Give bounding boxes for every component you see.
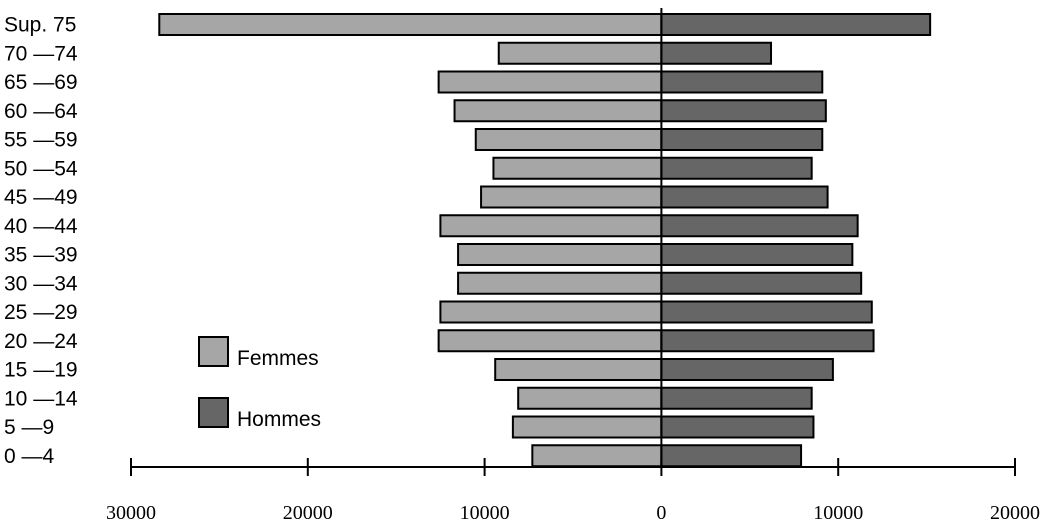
- bar-femmes: [439, 214, 663, 238]
- category-label: 55 —59: [4, 129, 78, 152]
- bar-femmes: [517, 386, 663, 410]
- bars-group: [158, 13, 932, 468]
- category-label: 50 —54: [4, 157, 78, 180]
- bar-femmes: [437, 329, 663, 353]
- category-label: 15 —19: [4, 359, 78, 382]
- category-label: 45 —49: [4, 186, 78, 209]
- bar-femmes: [531, 444, 663, 468]
- bar-femmes: [437, 70, 663, 94]
- x-tick-label: 10000: [460, 502, 510, 524]
- category-label: 25 —29: [4, 301, 78, 324]
- bar-hommes: [660, 156, 813, 180]
- category-label: 10 —14: [4, 387, 78, 410]
- bar-femmes: [439, 300, 663, 324]
- category-label: 60 —64: [4, 100, 78, 123]
- legend-swatch-femmes: [198, 336, 229, 367]
- bar-femmes: [453, 99, 663, 123]
- bar-hommes: [660, 185, 829, 209]
- bar-hommes: [660, 358, 834, 381]
- legend: Femmes Hommes: [198, 336, 321, 431]
- category-label: 35 —39: [4, 244, 78, 267]
- x-tick-label: 20000: [283, 502, 333, 524]
- bar-femmes: [457, 271, 663, 295]
- category-label: 40 —44: [4, 215, 78, 238]
- bar-hommes: [660, 243, 854, 266]
- category-label: 20 —24: [4, 330, 78, 353]
- category-label: 70 —74: [4, 42, 78, 65]
- x-tick-label: 30000: [106, 502, 156, 524]
- bar-hommes: [660, 41, 773, 65]
- bar-hommes: [660, 271, 863, 295]
- bar-hommes: [660, 70, 824, 94]
- bar-femmes: [457, 243, 663, 266]
- legend-label-femmes: Femmes: [237, 347, 319, 370]
- bar-hommes: [660, 13, 932, 36]
- category-labels: Sup. 75 70 —74 65 —69 60 —64 55 —59 50 —54 45 …: [4, 14, 78, 468]
- bar-femmes: [480, 185, 663, 209]
- category-label: 5 —9: [4, 416, 54, 439]
- bar-femmes: [494, 358, 663, 381]
- bar-femmes: [474, 128, 663, 151]
- x-tick-label: 10000: [813, 502, 863, 524]
- category-label: 30 —34: [4, 272, 78, 295]
- bar-femmes: [511, 415, 663, 439]
- bar-hommes: [660, 329, 875, 353]
- bar-hommes: [660, 444, 803, 468]
- bar-hommes: [660, 99, 827, 123]
- category-label: 0 —4: [4, 445, 55, 468]
- legend-swatch-hommes: [198, 397, 229, 428]
- bar-femmes: [492, 156, 663, 180]
- bar-hommes: [660, 214, 859, 238]
- category-label: Sup. 75: [4, 14, 76, 37]
- x-axis: 30000 20000 10000 0 10000 20000: [106, 458, 1040, 524]
- bar-femmes: [497, 41, 663, 65]
- bar-femmes: [158, 13, 663, 36]
- category-label: 65 —69: [4, 71, 78, 94]
- legend-label-hommes: Hommes: [237, 408, 321, 431]
- bar-hommes: [660, 128, 824, 151]
- bar-hommes: [660, 415, 815, 439]
- bar-hommes: [660, 300, 873, 324]
- x-tick-label: 20000: [990, 502, 1040, 524]
- bar-hommes: [660, 386, 813, 410]
- x-tick-label: 0: [656, 502, 666, 524]
